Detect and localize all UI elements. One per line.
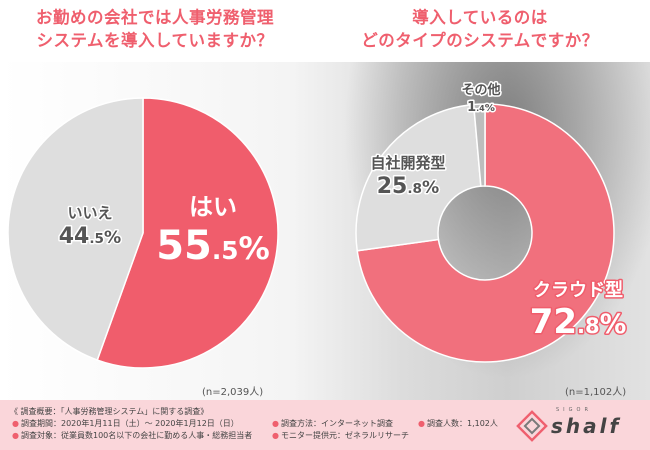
survey-count: ● 調査人数：1,102人 <box>418 419 498 428</box>
sample-size-left: (n=2,039人) <box>202 387 264 398</box>
right-donut-slice-2 <box>472 103 486 187</box>
bullet-icon: ● <box>12 431 19 440</box>
right-title-line-1: 導入しているのは <box>412 8 548 27</box>
left-title-line-2: システムを導入していますか？ <box>36 31 274 50</box>
right-donut-slice-1 <box>355 103 482 252</box>
left-pie-slice-label-0: はい <box>189 193 237 221</box>
right-donut-slice-0 <box>356 103 615 363</box>
right-donut-slice-value-2: 1.4% <box>467 100 495 115</box>
logo-wordmark: shalf <box>551 414 622 438</box>
right-donut-slice-value-0: 72.8% <box>530 302 627 342</box>
right-donut-slice-value-1: 25.8% <box>377 174 439 199</box>
left-pie-slice-label-1: いいえ <box>67 204 112 222</box>
right-donut-slice-label-0: クラウド型 <box>533 279 623 301</box>
left-chart-title: お勤めの会社では人事労務管理 システムを導入していますか？ <box>5 6 305 52</box>
left-title-line-1: お勤めの会社では人事労務管理 <box>36 8 274 27</box>
survey-period: ● 調査期間：2020年1月11日（土）～ 2020年1月12日（日） <box>12 419 239 428</box>
left-pie-slice-1 <box>7 97 144 361</box>
logo-subtext: SIGOR <box>556 407 592 413</box>
left-pie-slice-0 <box>96 97 279 369</box>
survey-target: ● 調査対象：従業員数100名以下の会社に勤める人事・総務担当者 <box>12 431 253 440</box>
survey-heading: 《 調査概要：「人事労務管理システム」に関する調査》 <box>10 407 209 416</box>
sample-size-right: (n=1,102人) <box>565 387 627 398</box>
bullet-icon: ● <box>418 419 425 428</box>
survey-monitor: ● モニター提供元：ゼネラルリサーチ <box>272 431 409 440</box>
bullet-icon: ● <box>272 419 279 428</box>
left-pie-slice-value-1: 44.5% <box>59 224 121 249</box>
survey-method: ● 調査方法：インターネット調査 <box>272 419 393 428</box>
right-donut-slice-label-2: その他 <box>461 82 500 98</box>
right-donut-slice-label-1: 自社開発型 <box>370 154 445 172</box>
left-pie-slice-value-0: 55.5% <box>156 223 270 269</box>
logo-icon <box>516 410 548 442</box>
survey-summary-footer: 《 調査概要：「人事労務管理システム」に関する調査》 ● 調査期間：2020年1月… <box>0 400 650 450</box>
bullet-icon: ● <box>12 419 19 428</box>
bullet-icon: ● <box>272 431 279 440</box>
right-chart-title: 導入しているのは どのタイプのシステムですか？ <box>330 6 630 52</box>
right-title-line-2: どのタイプのシステムですか？ <box>361 31 599 50</box>
